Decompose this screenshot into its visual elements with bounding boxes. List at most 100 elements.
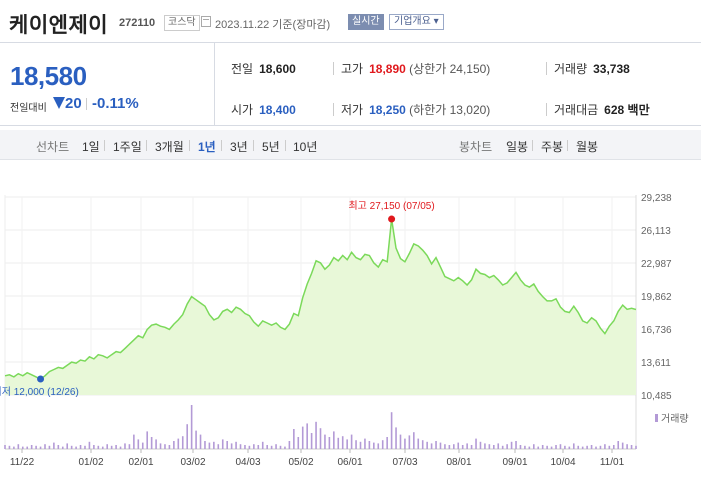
quote-prev: 전일 18,600 bbox=[231, 60, 296, 77]
volume-bar bbox=[333, 431, 335, 449]
high-value: 18,890 bbox=[369, 62, 406, 76]
y-tick-label: 10,485 bbox=[641, 391, 672, 402]
tab-period-10y[interactable]: 10년 bbox=[293, 140, 318, 154]
volume-bar bbox=[532, 444, 535, 449]
volume-bar bbox=[141, 442, 144, 449]
x-tick-label: 11/01 bbox=[600, 457, 625, 468]
volume-bar bbox=[590, 445, 593, 449]
volume-bar bbox=[466, 443, 468, 449]
volume-bar bbox=[79, 445, 82, 449]
volume-bar bbox=[581, 446, 584, 449]
stock-header: 케이엔제이 272110 코스닥 2023.11.22 기준(장마감) 실시간 … bbox=[0, 0, 701, 42]
min-marker bbox=[37, 375, 45, 383]
y-tick-label: 26,113 bbox=[641, 226, 671, 237]
volume-bar bbox=[275, 444, 277, 449]
y-tick-label: 13,611 bbox=[641, 358, 671, 369]
volume-bar bbox=[421, 440, 424, 449]
volume-label: 거래량 bbox=[554, 62, 588, 76]
volume-bar bbox=[404, 438, 406, 449]
volume-bar bbox=[373, 442, 375, 449]
volume-bar bbox=[75, 446, 77, 449]
volume-bar bbox=[257, 445, 260, 449]
stock-name: 케이엔제이 bbox=[9, 14, 109, 37]
x-tick-label: 07/03 bbox=[392, 457, 417, 468]
volume-value: 33,738 bbox=[593, 62, 630, 76]
price-fill bbox=[5, 219, 636, 395]
volume-bar bbox=[261, 441, 264, 449]
tab-candle-monthly[interactable]: 월봉 bbox=[576, 140, 599, 154]
volume-bar bbox=[546, 445, 548, 449]
volume-bar bbox=[146, 431, 148, 449]
stock-code: 272110 bbox=[119, 17, 156, 29]
volume-bar bbox=[475, 438, 477, 449]
volume-bar bbox=[199, 434, 202, 449]
volume-bar bbox=[61, 446, 64, 449]
tab-period-1w[interactable]: 1주일 bbox=[113, 140, 142, 154]
divider bbox=[333, 62, 334, 75]
volume-bar bbox=[359, 441, 362, 449]
tab-period-3m[interactable]: 3개월 bbox=[155, 140, 184, 154]
volume-bar bbox=[4, 445, 6, 449]
tab-period-1y[interactable]: 1년 bbox=[198, 140, 216, 154]
chart-tabs: 선차트 1일 1주일 3개월 1년 3년 5년 10년 봉차트 일봉 주봉 월봉 bbox=[0, 130, 701, 160]
volume-bar bbox=[155, 439, 157, 449]
volume-bar bbox=[177, 438, 180, 449]
volume-bar bbox=[44, 444, 46, 449]
volume-bar bbox=[297, 437, 300, 449]
volume-bar bbox=[26, 446, 29, 449]
volume-bar bbox=[186, 424, 188, 449]
volume-bar bbox=[88, 441, 91, 449]
tab-candle-daily[interactable]: 일봉 bbox=[506, 140, 529, 154]
volume-bar bbox=[244, 445, 246, 449]
lower-limit: (하한가 13,020) bbox=[409, 103, 491, 117]
volume-bar bbox=[555, 445, 557, 449]
volume-bar bbox=[97, 445, 100, 449]
y-tick-label: 19,862 bbox=[641, 292, 672, 303]
tab-candle-weekly[interactable]: 주봉 bbox=[541, 140, 564, 154]
open-value: 18,400 bbox=[259, 103, 296, 117]
volume-bar bbox=[53, 442, 55, 449]
volume-bar bbox=[93, 445, 95, 449]
volume-bar bbox=[457, 442, 460, 449]
company-info-button[interactable]: 기업개요 ▾ bbox=[389, 14, 444, 30]
realtime-button[interactable]: 실시간 bbox=[348, 14, 384, 30]
volume-bar bbox=[435, 441, 437, 449]
volume-bar bbox=[310, 433, 313, 449]
volume-bar bbox=[270, 445, 273, 449]
volume-bar bbox=[70, 445, 73, 449]
x-tick-label: 03/02 bbox=[180, 457, 205, 468]
divider bbox=[86, 98, 87, 110]
volume-bar bbox=[124, 443, 126, 449]
tab-period-3y[interactable]: 3년 bbox=[230, 140, 248, 154]
volume-bar bbox=[408, 435, 411, 449]
volume-bar bbox=[293, 429, 295, 449]
calendar-icon bbox=[201, 16, 211, 27]
volume-bar bbox=[386, 437, 388, 449]
x-tick-label: 04/03 bbox=[235, 457, 260, 468]
volume-bar bbox=[301, 426, 304, 449]
volume-bar bbox=[101, 446, 104, 449]
volume-bar bbox=[57, 445, 60, 449]
candle-chart-label[interactable]: 봉차트 bbox=[459, 140, 493, 154]
current-price: 18,580 bbox=[10, 61, 87, 91]
volume-bar bbox=[350, 434, 353, 449]
low-value: 18,250 bbox=[369, 103, 406, 117]
volume-bar bbox=[515, 441, 517, 449]
volume-bar bbox=[453, 444, 455, 449]
line-chart-label[interactable]: 선차트 bbox=[36, 140, 70, 154]
volume-bar bbox=[484, 443, 486, 449]
prev-value: 18,600 bbox=[259, 62, 296, 76]
volume-bar bbox=[572, 443, 575, 449]
volume-bar bbox=[213, 441, 215, 449]
volume-bar bbox=[635, 445, 637, 449]
chevron-down-icon: ▾ bbox=[433, 16, 439, 27]
divider bbox=[146, 140, 147, 151]
company-info-label: 기업개요 bbox=[394, 16, 431, 27]
y-tick-label: 29,238 bbox=[641, 193, 672, 204]
tab-period-1d[interactable]: 1일 bbox=[82, 140, 100, 154]
volume-bar bbox=[621, 442, 624, 449]
tab-period-5y[interactable]: 5년 bbox=[262, 140, 280, 154]
volume-bar bbox=[390, 412, 393, 449]
volume-bar bbox=[279, 445, 282, 449]
